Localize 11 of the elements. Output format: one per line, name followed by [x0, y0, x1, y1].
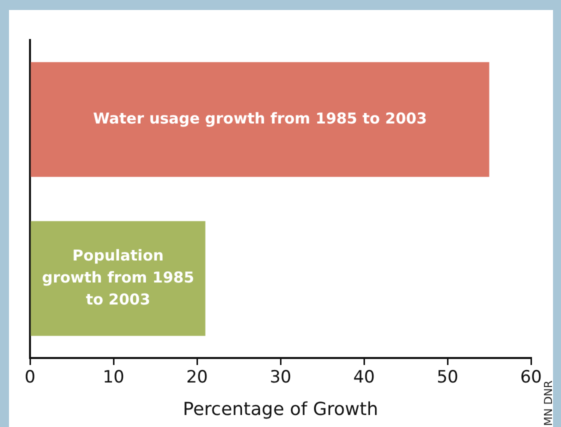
- y-tick-label: Water usage growth from 1985 to 2003: [93, 109, 427, 128]
- x-tick-label: 30: [270, 368, 292, 388]
- x-axis-title: Percentage of Growth: [182, 398, 378, 420]
- x-tick-label: 0: [24, 368, 36, 388]
- x-tick-label: 60: [520, 368, 542, 388]
- x-tick-label: 20: [186, 368, 208, 388]
- text: MN DNR: [542, 380, 555, 426]
- x-tick-label: 10: [102, 368, 124, 388]
- y-tick-label: Population growth from 1985 to 2003: [42, 246, 194, 308]
- x-tick-label: 40: [353, 368, 375, 388]
- x-tick-label: 50: [436, 368, 458, 388]
